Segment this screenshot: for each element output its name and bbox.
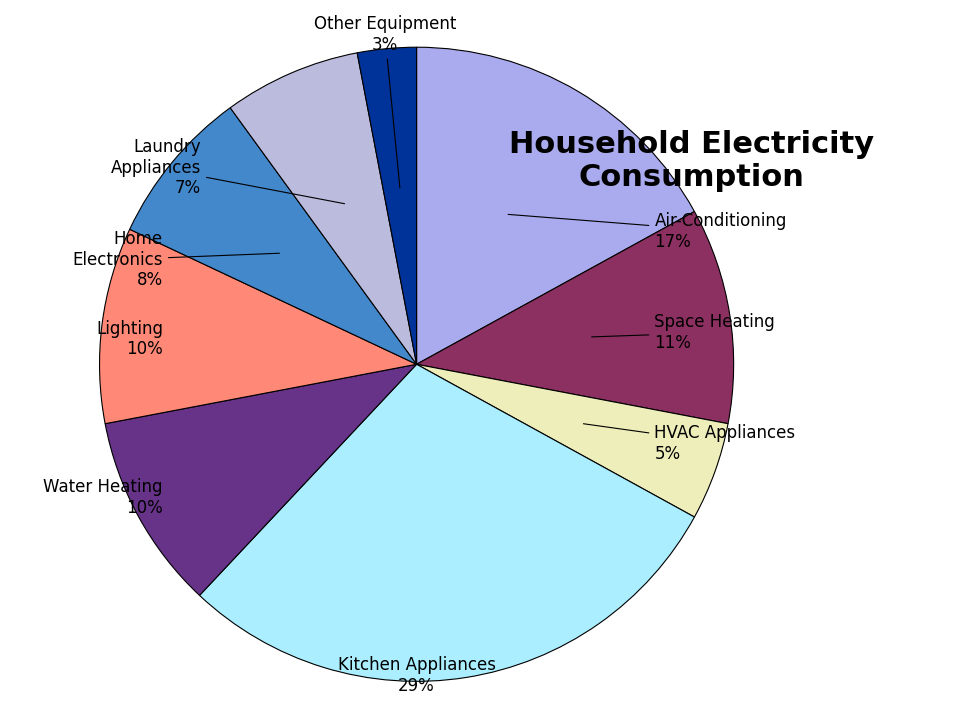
Text: HVAC Appliances
5%: HVAC Appliances 5% — [584, 424, 796, 463]
Wedge shape — [357, 48, 417, 364]
Wedge shape — [130, 108, 417, 364]
Text: Lighting
10%: Lighting 10% — [96, 320, 163, 359]
Wedge shape — [417, 212, 733, 423]
Wedge shape — [230, 53, 417, 364]
Wedge shape — [106, 364, 417, 595]
Wedge shape — [100, 229, 417, 423]
Text: Air-Conditioning
17%: Air-Conditioning 17% — [508, 212, 787, 251]
Text: Household Electricity
Consumption: Household Electricity Consumption — [509, 130, 874, 192]
Text: Laundry
Appliances
7%: Laundry Appliances 7% — [110, 138, 345, 204]
Wedge shape — [417, 48, 694, 364]
Text: Space Heating
11%: Space Heating 11% — [591, 313, 775, 352]
Text: Home
Electronics
8%: Home Electronics 8% — [72, 230, 279, 289]
Wedge shape — [200, 364, 694, 681]
Text: Kitchen Appliances
29%: Kitchen Appliances 29% — [338, 656, 495, 695]
Text: Other Equipment
3%: Other Equipment 3% — [314, 14, 456, 188]
Text: Water Heating
10%: Water Heating 10% — [43, 478, 163, 517]
Wedge shape — [417, 364, 728, 517]
